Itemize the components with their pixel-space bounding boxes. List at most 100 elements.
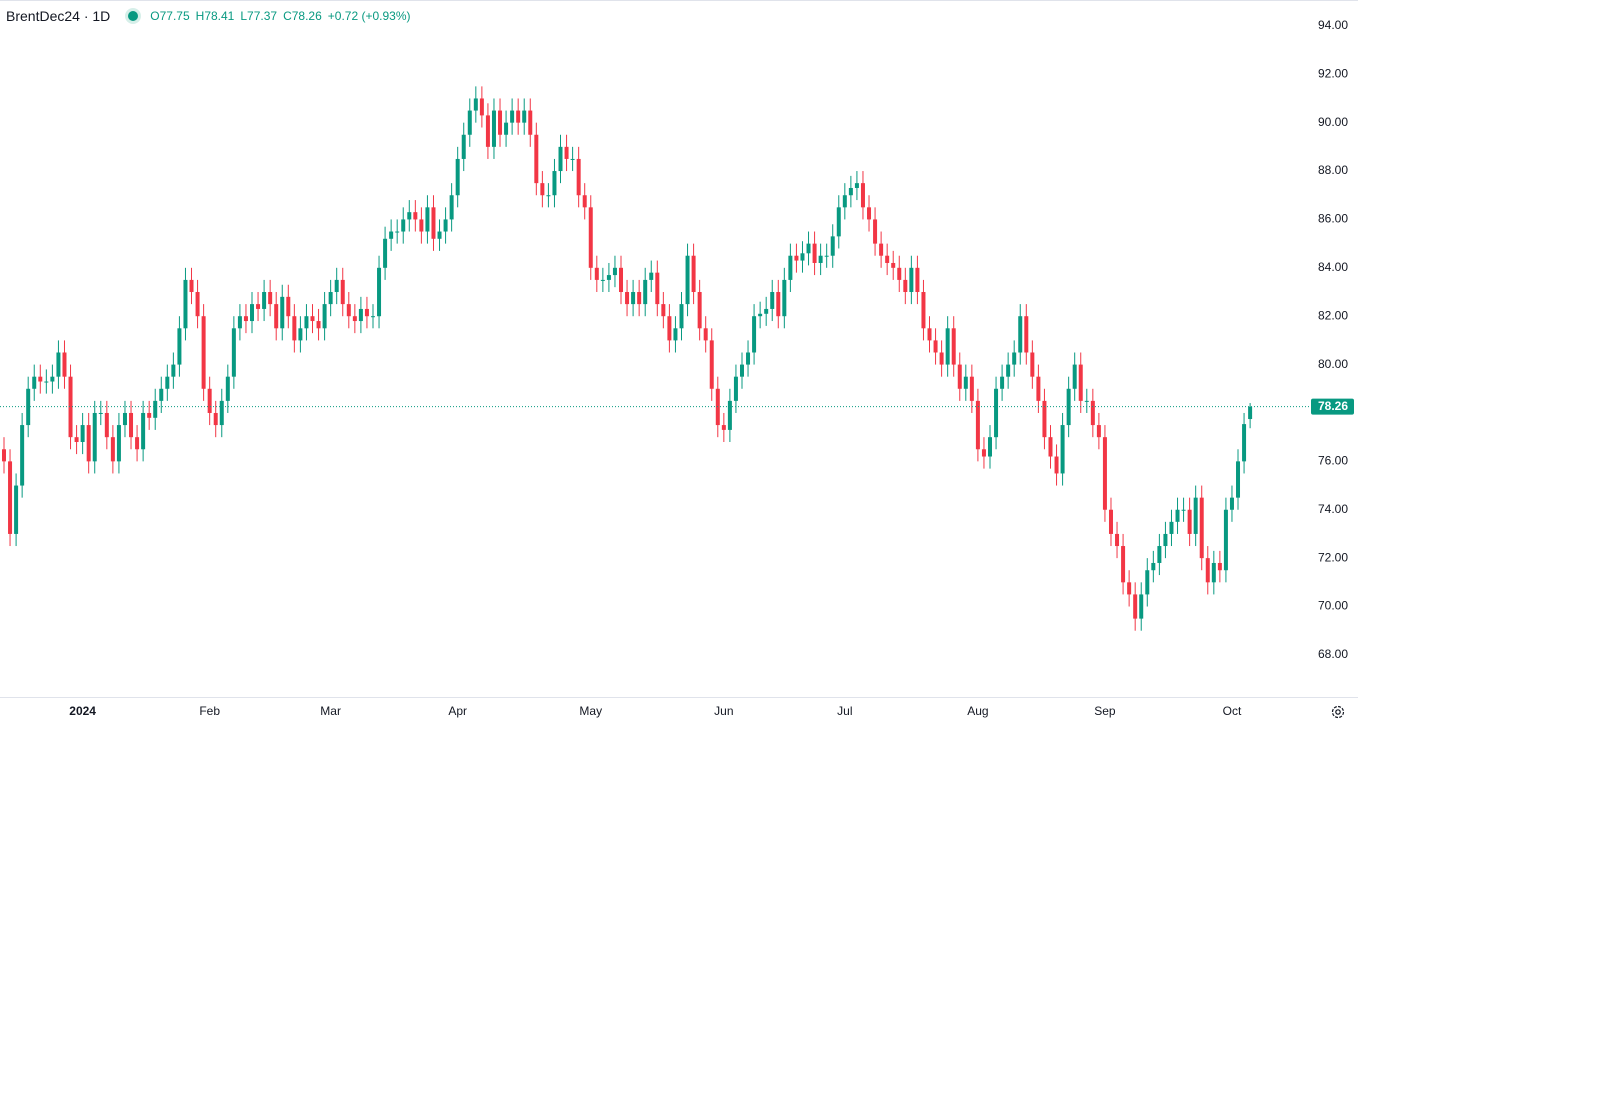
candle-body	[588, 207, 593, 268]
candle-body	[1181, 509, 1186, 511]
candle-body	[74, 437, 79, 443]
x-tick-label: Feb	[199, 704, 220, 718]
candle-body	[1072, 364, 1077, 389]
candle-body	[697, 292, 702, 329]
y-tick-label: 86.00	[1318, 212, 1348, 226]
candle-body	[933, 340, 938, 353]
candle-body	[540, 183, 545, 196]
x-tick-label: May	[579, 704, 602, 718]
candle-body	[50, 376, 55, 382]
candle-body	[419, 219, 424, 232]
candle-body	[1024, 316, 1029, 353]
candle-body	[776, 292, 781, 317]
candle-body	[479, 98, 484, 116]
candle-body	[764, 308, 769, 314]
candle-body	[62, 352, 67, 377]
y-tick-label: 94.00	[1318, 18, 1348, 32]
candle-body	[129, 412, 134, 438]
candle-body	[945, 328, 950, 365]
ohlc-high: H78.41	[195, 9, 235, 23]
candle-body	[1, 449, 6, 462]
candle-body	[455, 158, 460, 196]
candle-body	[1006, 364, 1011, 377]
candle-body	[141, 412, 146, 450]
candle-body	[631, 292, 636, 305]
candle-body	[867, 207, 872, 220]
candle-body	[800, 253, 805, 261]
candle-body	[691, 255, 696, 293]
candle-body	[352, 316, 357, 322]
candle-body	[752, 316, 757, 353]
candle-body	[44, 381, 49, 383]
y-tick-label: 90.00	[1318, 115, 1348, 129]
candle-body	[1060, 425, 1065, 474]
candle-body	[1127, 582, 1132, 595]
candle-body	[927, 328, 932, 341]
x-tick-label: Jul	[837, 704, 852, 718]
candle-body	[1054, 456, 1059, 474]
candle-body	[1036, 376, 1041, 401]
candle-body	[600, 279, 605, 281]
candle-body	[1084, 400, 1089, 402]
candle-body	[1175, 509, 1180, 522]
candle-body	[334, 279, 339, 293]
candle-body	[1145, 570, 1150, 595]
candle-body	[576, 158, 581, 196]
candle-body	[122, 412, 127, 426]
candle-body	[159, 388, 164, 401]
candle-body	[1151, 562, 1156, 571]
last-price-label: 78.26	[1318, 399, 1348, 413]
candle-body	[135, 437, 140, 450]
x-tick-label: Oct	[1223, 704, 1242, 718]
candle-body	[612, 267, 617, 276]
candle-body	[1205, 558, 1210, 583]
candle-body	[389, 231, 394, 239]
candle-body	[619, 267, 624, 293]
candle-body	[1090, 400, 1095, 426]
candle-body	[1169, 521, 1174, 534]
settings-icon[interactable]	[1331, 705, 1345, 719]
candle-body	[655, 272, 660, 305]
candle-body	[594, 267, 599, 280]
candle-body	[407, 212, 412, 220]
candle-body	[413, 212, 418, 220]
candle-body	[625, 292, 630, 305]
candle-body	[104, 412, 109, 438]
y-tick-label: 74.00	[1318, 502, 1348, 516]
candle-body	[1012, 352, 1017, 365]
candle-body	[661, 304, 666, 317]
candle-body	[637, 292, 642, 305]
candle-body	[1236, 461, 1241, 498]
candle-body	[739, 364, 744, 377]
candle-body	[522, 110, 527, 123]
y-tick-label: 70.00	[1318, 599, 1348, 613]
candle-body	[237, 316, 242, 329]
candle-body	[316, 321, 321, 329]
candle-body	[86, 425, 91, 462]
candle-body	[516, 110, 521, 123]
candle-body	[177, 328, 182, 365]
y-tick-label: 72.00	[1318, 550, 1348, 564]
candle-body	[262, 292, 267, 309]
candle-body	[528, 110, 533, 135]
x-tick-label: Jun	[714, 704, 733, 718]
candle-body	[1121, 546, 1126, 583]
candle-body	[510, 110, 515, 123]
candle-body	[225, 376, 230, 401]
candle-body	[564, 146, 569, 159]
candle-body	[80, 425, 85, 443]
candle-body	[201, 316, 206, 389]
candle-body	[721, 425, 726, 430]
candle-body	[770, 292, 775, 309]
legend-header: BrentDec24 · 1D O77.75 H78.41 L77.37 C78…	[6, 8, 411, 24]
candle-body	[364, 308, 369, 317]
x-tick-label: Aug	[967, 704, 988, 718]
candle-body	[498, 110, 503, 135]
candle-body	[358, 308, 363, 322]
candle-body	[879, 243, 884, 256]
candle-body	[328, 292, 333, 305]
candle-body	[401, 219, 406, 232]
symbol[interactable]: BrentDec24 · 1D	[6, 8, 111, 24]
candle-body	[377, 267, 382, 317]
